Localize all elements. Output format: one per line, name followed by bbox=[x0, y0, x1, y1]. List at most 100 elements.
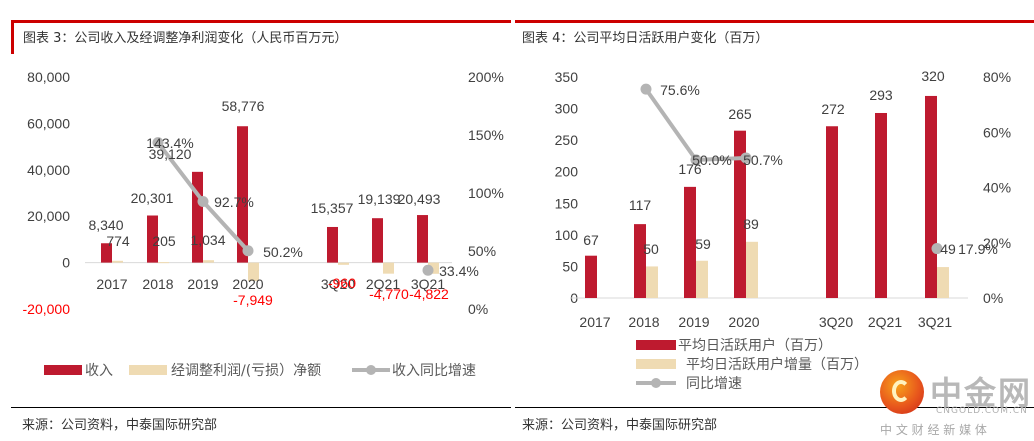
source-note-left: 来源：公司资料，中泰国际研究部 bbox=[22, 418, 218, 433]
legend-marker-growth bbox=[366, 365, 376, 375]
bar-经调整利润/(亏损）净额 bbox=[383, 262, 394, 274]
legend-label-dau: 平均日活跃用户（百万） bbox=[678, 338, 832, 354]
x-axis-category-label: 2019 bbox=[678, 314, 709, 330]
logo-tagline: 中 文 财 经 新 媒 体 bbox=[880, 423, 987, 437]
bar-经调整利润/(亏损）净额 bbox=[112, 260, 123, 263]
data-label: 143.4% bbox=[146, 135, 193, 151]
data-label: 20,493 bbox=[398, 191, 441, 207]
legend-label-adj-profit: 经调整利润/(亏损）净额 bbox=[171, 363, 322, 379]
chart2: 350 300 250 200 150 100 50 0 80% 60% 40% 20% 0% 2017 2… bbox=[555, 68, 1011, 330]
bar-平均日活跃用户（百万） bbox=[684, 186, 696, 298]
growth-line-point bbox=[931, 243, 943, 255]
legend-swatch-dau bbox=[636, 340, 676, 350]
y-axis-tick-label: 250 bbox=[555, 132, 579, 148]
data-label: 293 bbox=[869, 87, 893, 103]
x-axis-category-label: 3Q20 bbox=[819, 314, 853, 330]
data-label: -4,770 bbox=[369, 286, 409, 302]
y2-axis-tick-label: 0% bbox=[468, 301, 488, 317]
chart2-title: 图表 4：公司平均日活跃用户变化（百万） bbox=[522, 31, 769, 46]
growth-line-segment bbox=[201, 199, 250, 253]
x-axis-category-label: 3Q21 bbox=[411, 276, 445, 292]
data-label: 1,034 bbox=[190, 232, 225, 248]
x-axis-category-label: 2020 bbox=[232, 276, 263, 292]
logo-name: 中金网 bbox=[930, 374, 1033, 412]
bar-平均日活跃用户增量（百万） bbox=[937, 267, 949, 298]
y2-axis-tick-label: 80% bbox=[983, 69, 1011, 85]
legend-swatch-adj-profit bbox=[129, 365, 167, 375]
data-label: 205 bbox=[152, 233, 176, 249]
x-axis-category-label: 2Q21 bbox=[868, 314, 902, 330]
x-axis-category-label: 2018 bbox=[628, 314, 659, 330]
y2-axis-tick-label: 20% bbox=[983, 235, 1011, 251]
data-label: 19,139 bbox=[358, 191, 401, 207]
data-label: 774 bbox=[106, 233, 130, 249]
header-accent-left-side bbox=[11, 20, 14, 54]
y2-axis-tick-label: 60% bbox=[983, 124, 1011, 140]
data-label: 75.6% bbox=[660, 82, 700, 98]
legend-swatch-revenue bbox=[44, 365, 82, 375]
x-axis-category-label: 2Q21 bbox=[366, 276, 400, 292]
y-axis-tick-label: -20,000 bbox=[23, 301, 71, 317]
data-label: 20,301 bbox=[131, 190, 174, 206]
chart2-legend: 平均日活跃用户（百万） 平均日活跃用户增量（百万） 同比增速 bbox=[636, 334, 936, 394]
bar-平均日活跃用户（百万） bbox=[734, 130, 746, 298]
bar-平均日活跃用户（百万） bbox=[826, 126, 838, 298]
growth-line-point bbox=[740, 152, 752, 164]
growth-line-segment bbox=[694, 155, 748, 162]
data-label: 92.7% bbox=[214, 194, 254, 210]
y2-axis-tick-label: 50% bbox=[468, 243, 496, 259]
y2-axis-tick-label: 200% bbox=[468, 69, 504, 85]
legend-label-dau-growth: 同比增速 bbox=[686, 376, 742, 392]
bar-平均日活跃用户（百万） bbox=[585, 255, 597, 298]
bar-收入 bbox=[327, 226, 338, 263]
bar-收入 bbox=[372, 218, 383, 263]
bar-收入 bbox=[101, 243, 112, 263]
bar-平均日活跃用户（百万） bbox=[925, 95, 937, 298]
data-label: 50.7% bbox=[743, 152, 783, 168]
bar-收入 bbox=[192, 171, 203, 263]
y-axis-tick-label: 100 bbox=[555, 227, 579, 243]
y-axis-tick-label: 300 bbox=[555, 101, 579, 117]
bar-经调整利润/(亏损）净额 bbox=[248, 262, 259, 282]
y-axis-tick-label: 350 bbox=[555, 69, 579, 85]
legend-label-dau-increase: 平均日活跃用户增量（百万） bbox=[686, 357, 868, 373]
data-label: 39,120 bbox=[149, 146, 192, 162]
header-accent-left-top bbox=[11, 20, 511, 23]
data-label: 67 bbox=[583, 232, 599, 248]
bar-经调整利润/(亏损）净额 bbox=[203, 260, 214, 263]
data-label: -960 bbox=[328, 275, 356, 291]
y-axis-tick-label: 20,000 bbox=[27, 208, 70, 224]
data-label: 89 bbox=[743, 216, 759, 232]
data-label: -7,949 bbox=[233, 292, 273, 308]
bar-平均日活跃用户增量（百万） bbox=[696, 260, 708, 298]
y2-axis-tick-label: 0% bbox=[983, 290, 1003, 306]
data-label: 265 bbox=[728, 106, 752, 122]
growth-line-point bbox=[197, 195, 209, 207]
data-label: 50.2% bbox=[263, 244, 303, 260]
y-axis-tick-label: 0 bbox=[62, 255, 70, 271]
source-note-right: 来源：公司资料，中泰国际研究部 bbox=[522, 418, 718, 433]
data-label: 117 bbox=[629, 197, 652, 213]
y2-axis-tick-label: 150% bbox=[468, 127, 504, 143]
watermark-logo: 中金网 CNGOLD.COM.CN 中 文 财 经 新 媒 体 bbox=[878, 366, 1034, 441]
logo-emblem-swirl-icon bbox=[892, 380, 910, 402]
y-axis-tick-label: 200 bbox=[555, 164, 579, 180]
footer-divider-left bbox=[11, 407, 511, 408]
growth-line-segment bbox=[644, 87, 698, 162]
data-label: 49 bbox=[940, 241, 956, 257]
y-axis-tick-label: 50 bbox=[562, 258, 578, 274]
growth-line-point bbox=[422, 264, 434, 276]
x-axis-category-label: 3Q20 bbox=[321, 276, 355, 292]
bar-平均日活跃用户（百万） bbox=[634, 224, 646, 298]
data-label: 50 bbox=[643, 241, 659, 257]
bar-平均日活跃用户增量（百万） bbox=[646, 266, 658, 298]
legend-label-growth: 收入同比增速 bbox=[392, 363, 476, 379]
x-axis-category-label: 2017 bbox=[579, 314, 610, 330]
x-axis-category-label: 2019 bbox=[187, 276, 218, 292]
data-label: -4,822 bbox=[409, 286, 449, 302]
chart1-title: 图表 3：公司收入及经调整净利润变化（人民币百万元） bbox=[23, 31, 348, 46]
y2-axis-tick-label: 100% bbox=[468, 185, 504, 201]
x-axis-category-label: 3Q21 bbox=[918, 314, 952, 330]
header-accent-right-top bbox=[515, 20, 1034, 23]
